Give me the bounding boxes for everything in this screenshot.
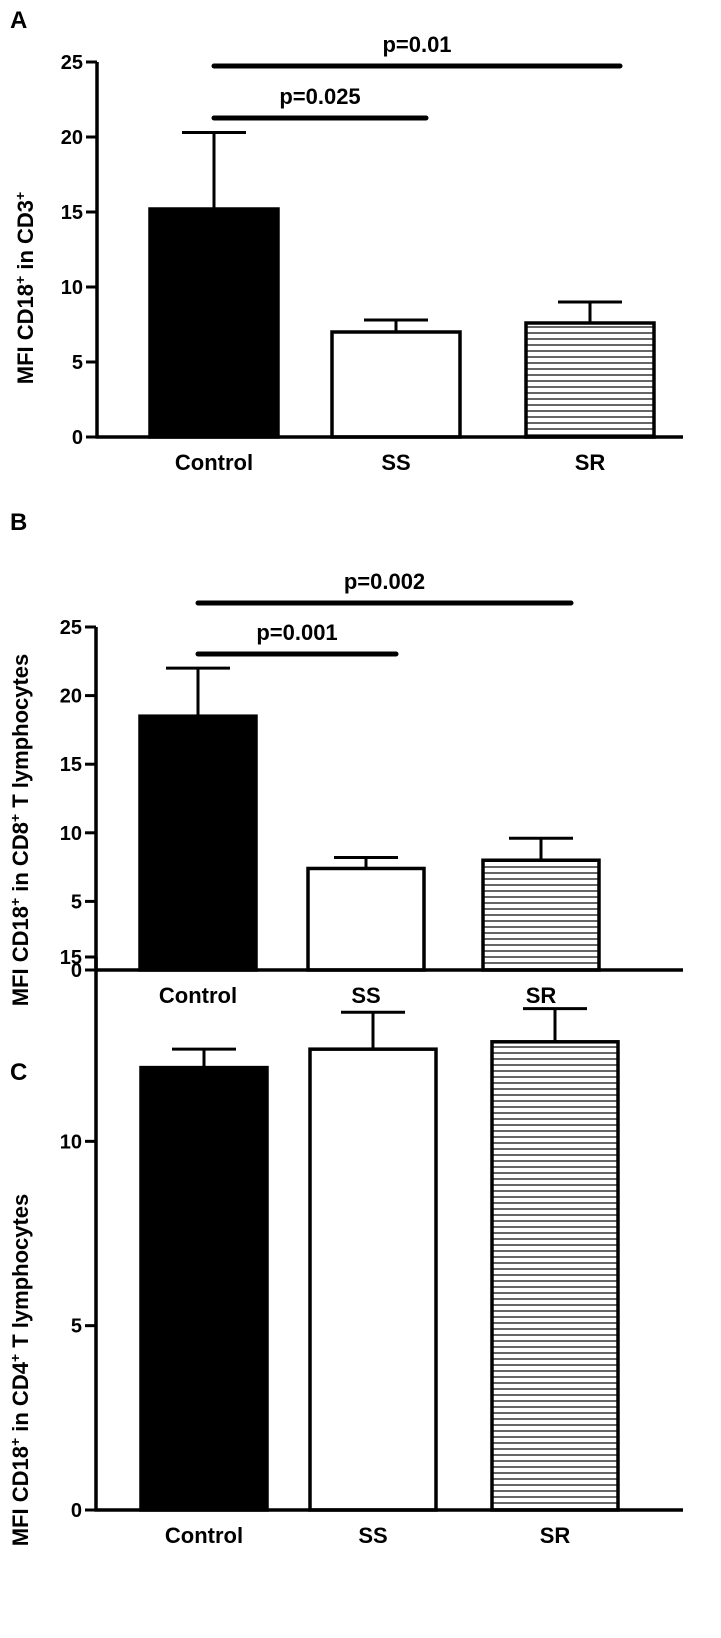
significance-label: p=0.002 bbox=[344, 569, 425, 594]
significance-label: p=0.025 bbox=[279, 84, 360, 109]
y-tick-label: 0 bbox=[71, 960, 82, 982]
chart-marks: Control SS SR 0 5 10 15 bbox=[60, 947, 683, 1548]
y-tick-label: 5 bbox=[72, 352, 83, 374]
y-tick-label: 5 bbox=[71, 1316, 82, 1338]
y-label-main: MFI CD18 bbox=[13, 284, 38, 384]
chart-panel-a: A MFI CD18+ in CD3+ Control SS SR051015202… bbox=[10, 7, 683, 475]
x-tick-label: Control bbox=[165, 1523, 243, 1548]
y-tick-label: 10 bbox=[60, 1131, 82, 1153]
panel-letter: A bbox=[10, 7, 27, 34]
x-tick-label: Control bbox=[175, 450, 253, 475]
y-label-superscript: + bbox=[7, 898, 23, 906]
bar-sr bbox=[481, 858, 601, 972]
y-axis-label: MFI CD18+ in CD8+ T lymphocytes bbox=[7, 654, 33, 1007]
y-label-middle: in CD3 bbox=[13, 200, 38, 276]
bar-control bbox=[138, 714, 258, 972]
x-tick-label: SS bbox=[381, 450, 410, 475]
bar-sr bbox=[524, 321, 656, 439]
y-tick-label: 15 bbox=[60, 754, 82, 776]
y-label-superscript: + bbox=[7, 1354, 23, 1362]
y-tick-label: 25 bbox=[60, 617, 82, 639]
x-tick-label: Control bbox=[159, 983, 237, 1008]
y-label-superscript: + bbox=[7, 814, 23, 822]
bar-sr bbox=[490, 1040, 620, 1512]
y-label-superscript: + bbox=[12, 276, 28, 284]
y-tick-label: 5 bbox=[71, 891, 82, 913]
x-tick-label: SS bbox=[358, 1523, 387, 1548]
bar-ss bbox=[308, 1047, 438, 1512]
y-label-middle: in CD4 bbox=[8, 1361, 33, 1438]
y-label-end: T lymphocytes bbox=[8, 654, 33, 814]
y-label-main: MFI CD18 bbox=[8, 1446, 33, 1546]
y-tick-label: 25 bbox=[61, 52, 83, 74]
y-tick-label: 20 bbox=[61, 127, 83, 149]
y-tick-label: 10 bbox=[60, 823, 82, 845]
y-label-superscript: + bbox=[7, 1438, 23, 1446]
significance-label: p=0.01 bbox=[382, 32, 451, 57]
y-tick-label: 15 bbox=[60, 947, 82, 969]
x-tick-label: SR bbox=[575, 450, 606, 475]
bar-control bbox=[139, 1065, 269, 1512]
chart-marks: Control SS SR 0 5 10 15 20 25 p=0.025 p=0.01 bbox=[61, 32, 683, 475]
y-label-main: MFI CD18 bbox=[8, 906, 33, 1006]
y-axis-label: MFI CD18+ in CD4+ T lymphocytes bbox=[7, 1194, 33, 1547]
y-label-middle: in CD8 bbox=[8, 822, 33, 898]
panel-letter: B bbox=[10, 509, 27, 536]
significance-label: p=0.001 bbox=[256, 620, 337, 645]
y-tick-label: 10 bbox=[61, 277, 83, 299]
x-tick-label: SR bbox=[526, 983, 557, 1008]
y-tick-label: 0 bbox=[71, 1500, 82, 1522]
bar-ss bbox=[330, 330, 462, 439]
bar-control bbox=[148, 207, 280, 439]
y-axis-label: MFI CD18+ in CD3+ bbox=[12, 192, 38, 384]
chart-marks: Control SS SR 0 5 10 15 20 25 p=0.001 p=0.002 bbox=[60, 569, 683, 1008]
y-tick-label: 0 bbox=[72, 427, 83, 449]
chart-panel-c: C MFI CD18+ in CD4+ T lymphocytes Contro… bbox=[7, 947, 683, 1548]
bar-ss bbox=[306, 866, 426, 972]
y-tick-label: 15 bbox=[61, 202, 83, 224]
x-tick-label: SS bbox=[351, 983, 380, 1008]
chart-panel-b: B MFI CD18+ in CD8+ T lymphocytes Contro… bbox=[7, 509, 683, 1008]
y-label-end: T lymphocytes bbox=[8, 1194, 33, 1354]
y-label-superscript: + bbox=[12, 192, 28, 200]
y-tick-label: 20 bbox=[60, 686, 82, 708]
panel-letter: C bbox=[10, 1059, 27, 1086]
x-tick-label: SR bbox=[540, 1523, 571, 1548]
